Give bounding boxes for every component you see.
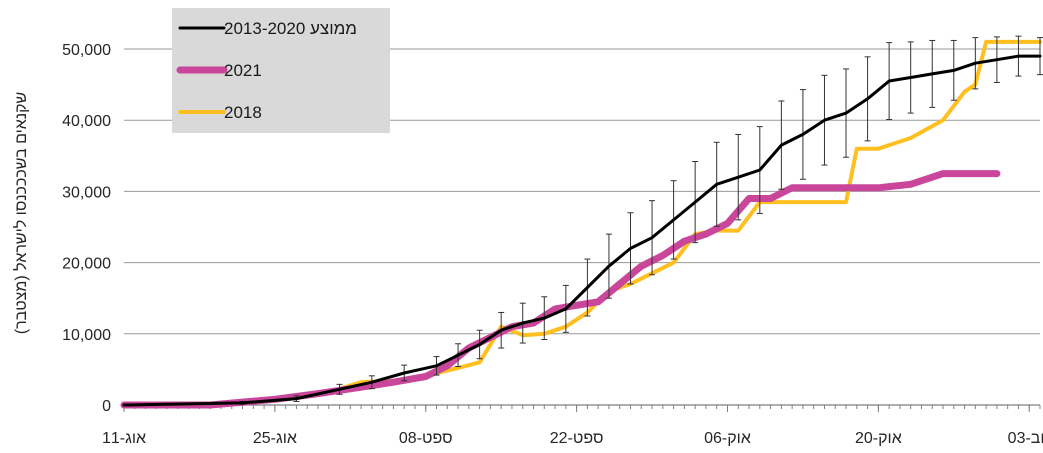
y-axis-label: שקנאים בשכככנסו לישראל (מצטבר) bbox=[12, 92, 30, 334]
x-tick-label: 25-אוג bbox=[253, 430, 297, 447]
y-tick-label: 20,000 bbox=[62, 256, 111, 273]
y-tick-label: 10,000 bbox=[62, 327, 111, 344]
x-tick-label: 03-נוב bbox=[1008, 430, 1043, 447]
legend-label: ממוצע 2013-2020 bbox=[224, 19, 357, 38]
x-tick-label: 22-ספט bbox=[550, 430, 604, 447]
series-line bbox=[124, 174, 997, 405]
legend-label: 2021 bbox=[224, 61, 262, 80]
y-tick-label: 40,000 bbox=[62, 113, 111, 130]
x-tick-label: 08-ספט bbox=[399, 430, 453, 447]
series-1 bbox=[124, 174, 997, 406]
x-tick-label: 20-אוק bbox=[855, 430, 902, 447]
x-tick-label: 06-אוק bbox=[704, 430, 751, 447]
x-tick-label: 11-אוג bbox=[102, 430, 146, 447]
legend: ממוצע 2013-2020 2021 2018 bbox=[172, 8, 390, 133]
y-tick-label: 0 bbox=[102, 398, 111, 415]
legend-label: 2018 bbox=[224, 103, 262, 122]
y-tick-label: 50,000 bbox=[62, 42, 111, 59]
y-tick-label: 30,000 bbox=[62, 184, 111, 201]
